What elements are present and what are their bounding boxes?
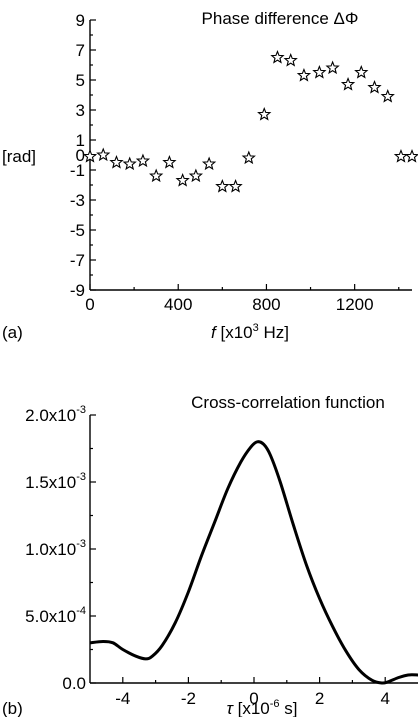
panel-b-y-ticks: 2.0x10-3 1.5x10-3 1.0x10-3 5.0x10-4 0.0 xyxy=(25,404,96,693)
panel-a-data-point xyxy=(367,79,382,94)
panel-b-xlabel-symbol: τ xyxy=(227,699,235,717)
panel-a-y-ticks: 9 7 5 3 10-1 -3 -5 -7 -9 xyxy=(70,11,96,300)
panel-a-label: (a) xyxy=(2,323,23,342)
panel-a-data-point xyxy=(270,49,285,64)
panel-b-x-tick-label: 2 xyxy=(315,689,324,708)
panel-a-data-point xyxy=(109,154,124,169)
panel-a-data-point xyxy=(312,64,327,79)
panel-b-y-tick-label: 1.5x10-3 xyxy=(25,471,86,492)
panel-a-data-point xyxy=(122,156,137,171)
panel-b-xlabel-text: [x10 xyxy=(233,699,270,717)
panel-a-data-point xyxy=(201,156,217,171)
panel-a-y-tick-label: -9 xyxy=(70,281,85,300)
panel-a-data-point xyxy=(241,150,256,165)
panel-a-axes xyxy=(89,20,412,291)
panel-b-title: Cross-correlation function xyxy=(191,393,385,412)
panel-b-x-tick-label: 4 xyxy=(380,689,389,708)
panel-b-y-tick-label: 5.0x10-4 xyxy=(25,605,86,626)
panel-b-label: (b) xyxy=(2,699,23,717)
panel-b-x-tick-label: 0 xyxy=(249,689,258,708)
panel-a-data-point xyxy=(340,76,356,91)
panel-a-data-point xyxy=(283,52,298,67)
panel-a-data-point xyxy=(175,172,190,187)
panel-a-xlabel: f [x103 Hz] xyxy=(211,322,289,342)
panel-a-data-point xyxy=(215,178,230,193)
panel-a-y-tick-label: -3 xyxy=(70,191,85,210)
panel-a-data-point xyxy=(149,168,164,183)
panel-a-data-point xyxy=(393,148,409,163)
panel-b-axes xyxy=(89,415,418,684)
panel-b-y-tick-label: 0.0 xyxy=(62,674,86,693)
panel-b: Cross-correlation function 2.0x10-3 1.5x1… xyxy=(2,393,418,717)
panel-b-xlabel-exponent: -6 xyxy=(270,698,280,710)
panel-a-points xyxy=(82,49,418,193)
panel-a-y-tick-label: 9 xyxy=(76,11,85,30)
panel-a-y-tick-label: -7 xyxy=(70,251,85,270)
panel-a-y-tick-label: 0 xyxy=(76,146,85,165)
panel-b-x-tick-label: -2 xyxy=(181,689,196,708)
panel-a-data-point xyxy=(257,106,272,121)
panel-a-xlabel-exponent: 3 xyxy=(253,322,259,334)
panel-a-data-point xyxy=(380,88,395,103)
panel-a-xlabel-text: [x10 xyxy=(216,323,253,342)
panel-a: Phase difference ΔΦ [rad] 975310-1-3-5-7… xyxy=(2,9,418,342)
panel-a-data-point xyxy=(325,60,340,75)
panel-b-xlabel-unit: s] xyxy=(280,699,298,717)
panel-a-y-tick-label: 7 xyxy=(76,41,85,60)
panel-a-y-tick-label: 1 xyxy=(76,131,85,150)
panel-b-x-tick-label: -4 xyxy=(115,689,130,708)
panel-a-y-tick-label: -1 xyxy=(70,161,85,180)
panel-a-data-point xyxy=(296,67,312,82)
panel-a-data-point xyxy=(228,178,243,193)
panel-a-data-point xyxy=(82,148,98,163)
panel-a-x-tick-label: 1200 xyxy=(336,295,374,314)
panel-a-y-tick-label: 3 xyxy=(76,101,85,120)
panel-a-data-point xyxy=(96,147,111,162)
panel-a-data-point xyxy=(135,153,151,168)
panel-a-xlabel-unit: Hz] xyxy=(259,323,289,342)
panel-a-ylabel: [rad] xyxy=(2,147,36,166)
panel-a-xlabel-symbol: f xyxy=(211,323,218,342)
panel-b-y-tick-label: 2.0x10-3 xyxy=(25,404,86,425)
panel-a-data-point xyxy=(404,148,418,163)
panel-b-xlabel: τ [x10-6 s] xyxy=(227,698,298,717)
panel-a-x-tick-label: 0 xyxy=(85,295,94,314)
panel-a-x-tick-label: 400 xyxy=(164,295,192,314)
panel-a-title: Phase difference ΔΦ xyxy=(202,9,359,28)
panel-b-series-line xyxy=(89,440,418,685)
panel-b-y-tick-label: 1.0x10-3 xyxy=(25,538,86,559)
panel-a-data-point xyxy=(162,154,177,169)
panel-a-data-point xyxy=(188,168,204,183)
panel-a-x-ticks: 0 400 800 1200 xyxy=(85,284,400,314)
panel-a-x-tick-label: 800 xyxy=(252,295,280,314)
panel-a-y-tick-label: 5 xyxy=(76,71,85,90)
panel-a-data-point xyxy=(354,64,369,79)
panel-a-y-tick-label: -5 xyxy=(70,221,85,240)
